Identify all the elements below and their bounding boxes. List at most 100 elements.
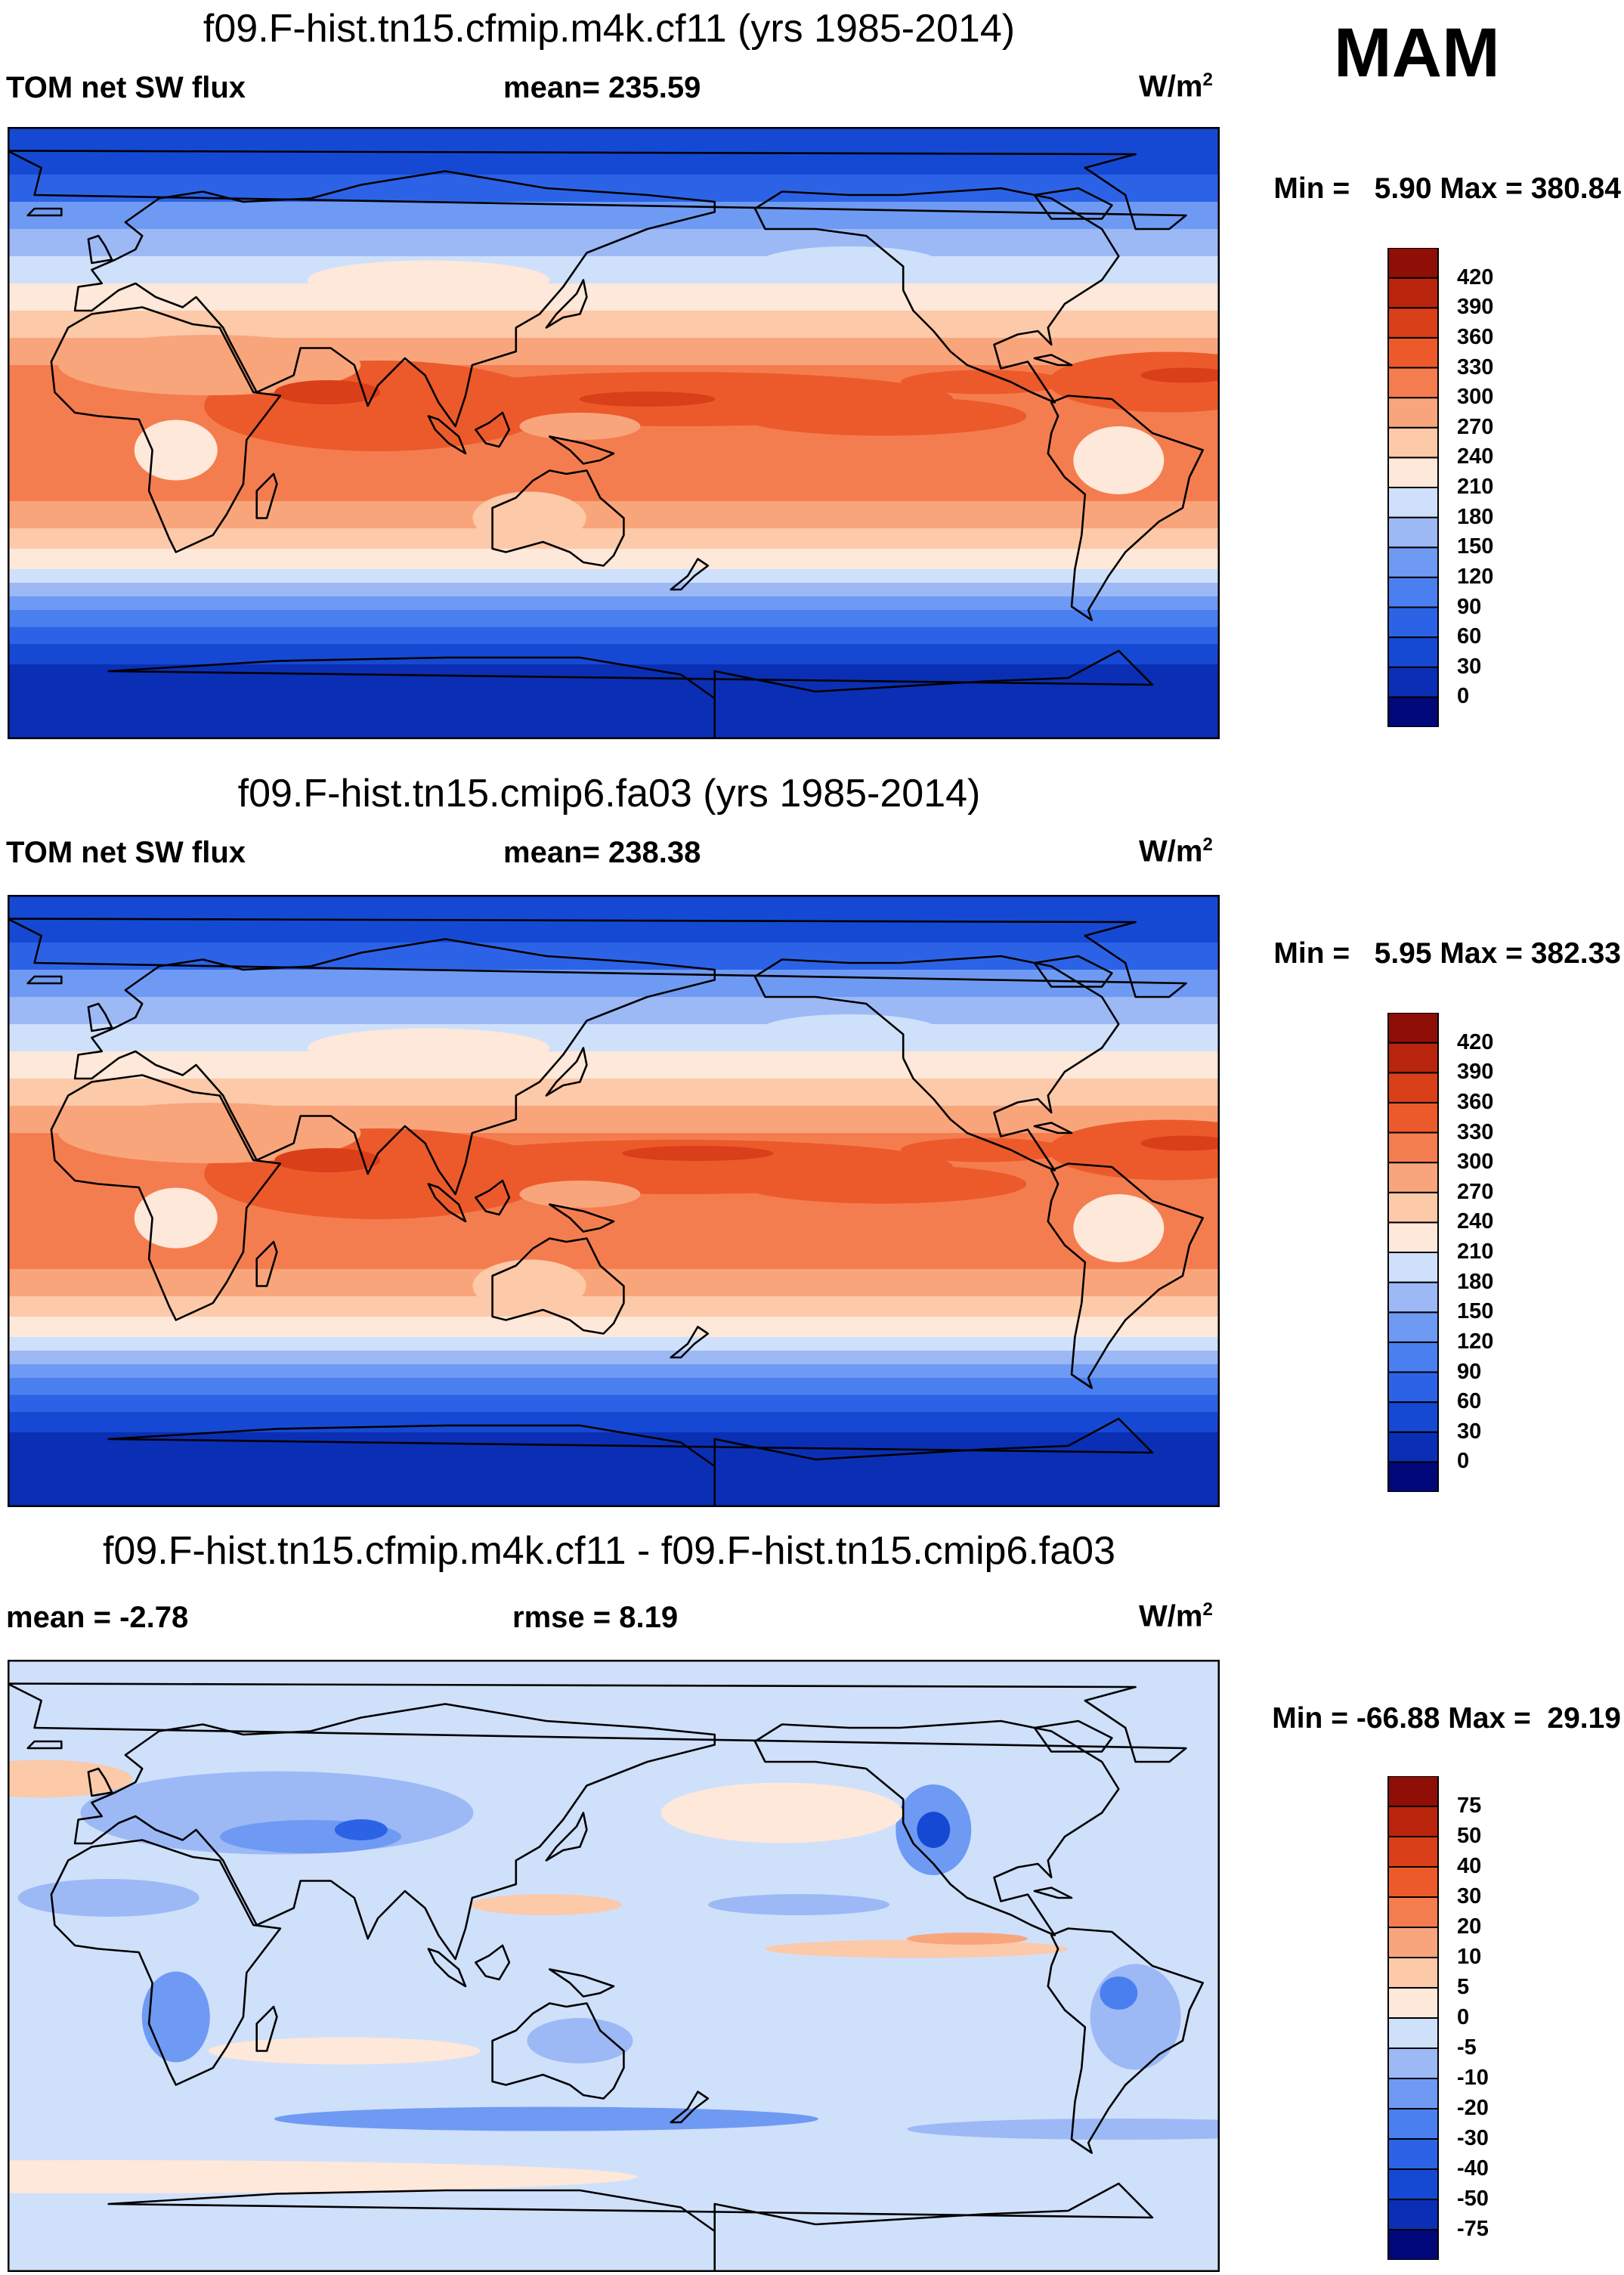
feature-amazon bbox=[1073, 426, 1165, 494]
diff-so-neg-2 bbox=[907, 2119, 1220, 2140]
feature-amazon bbox=[1073, 1194, 1165, 1262]
colorbar-bin-3 bbox=[1387, 606, 1439, 639]
coastline-iceland bbox=[26, 207, 63, 217]
panel-3-minmax: Min = -66.88 Max = 29.19 bbox=[1272, 1702, 1621, 1735]
colorbar-bin-0 bbox=[1387, 1461, 1439, 1492]
panel-2-colorbar bbox=[1387, 1013, 1439, 1492]
coastline-uk bbox=[87, 234, 113, 265]
coastline-uk bbox=[87, 1767, 113, 1797]
panel-1-variable-label: TOM net SW flux bbox=[6, 71, 246, 104]
lat-band-14 bbox=[8, 596, 1220, 610]
lat-band-18 bbox=[8, 1432, 1220, 1507]
feature-mexico-max bbox=[901, 1138, 1068, 1162]
feature-npac-storm bbox=[758, 1014, 940, 1048]
diff-rockies-core bbox=[917, 1812, 951, 1848]
coastline-sumatra bbox=[427, 1183, 467, 1223]
colorbar-tick-label: 210 bbox=[1457, 475, 1494, 499]
feature-warm-pool-cloud bbox=[519, 413, 641, 440]
colorbar-bin-6 bbox=[1387, 2048, 1439, 2079]
colorbar-tick-label: 40 bbox=[1457, 1854, 1482, 1878]
lat-band-9 bbox=[8, 1269, 1220, 1296]
lat-band-13 bbox=[8, 1351, 1220, 1364]
coastline-antarctica bbox=[107, 1417, 1154, 1507]
colorbar-tick-label: 120 bbox=[1457, 1329, 1494, 1354]
lat-band-5 bbox=[8, 1051, 1220, 1079]
colorbar-bin-15 bbox=[1387, 1776, 1439, 1807]
colorbar-tick-label: -5 bbox=[1457, 2035, 1477, 2060]
lat-band-11 bbox=[8, 549, 1220, 569]
colorbar-tick-label: 120 bbox=[1457, 564, 1494, 589]
colorbar-bin-1 bbox=[1387, 1431, 1439, 1463]
colorbar-bin-12 bbox=[1387, 1866, 1439, 1898]
colorbar-tick-label: -10 bbox=[1457, 2066, 1489, 2090]
panel-1-units: W/m2 bbox=[1139, 70, 1213, 104]
coastline-sumatra bbox=[427, 1948, 467, 1988]
colorbar-tick-label: 240 bbox=[1457, 1209, 1494, 1234]
diff-itcz-pos bbox=[766, 1939, 1068, 1958]
feature-australia bbox=[472, 491, 586, 545]
coastline-australia bbox=[491, 1237, 625, 1335]
feature-trade-peak bbox=[579, 392, 716, 407]
colorbar-bin-11 bbox=[1387, 1896, 1439, 1928]
panel-2-variable-label: TOM net SW flux bbox=[6, 836, 246, 869]
colorbar-bin-2 bbox=[1387, 1401, 1439, 1433]
colorbar-bin-9 bbox=[1387, 1191, 1439, 1224]
lat-band-15 bbox=[8, 1378, 1220, 1395]
lat-band-17 bbox=[8, 644, 1220, 664]
lat-band-2 bbox=[8, 202, 1220, 229]
colorbar-bin-8 bbox=[1387, 457, 1439, 488]
coastline-newguinea bbox=[548, 1968, 615, 1998]
colorbar-tick-label: -75 bbox=[1457, 2217, 1489, 2241]
coastline-iceland bbox=[26, 975, 63, 985]
colorbar-tick-label: -40 bbox=[1457, 2156, 1489, 2181]
coastline-australia bbox=[491, 469, 625, 567]
colorbar-tick-label: 390 bbox=[1457, 1060, 1494, 1085]
colorbar-bin-9 bbox=[1387, 1957, 1439, 1989]
colorbar-bin-4 bbox=[1387, 576, 1439, 608]
colorbar-tick-label: 10 bbox=[1457, 1945, 1482, 1969]
coastline-greenland bbox=[8, 150, 1187, 231]
colorbar-bin-4 bbox=[1387, 2108, 1439, 2140]
feature-npac-storm bbox=[758, 246, 940, 280]
panel-1-minmax: Min = 5.90 Max = 380.84 bbox=[1273, 172, 1621, 205]
colorbar-tick-label: 0 bbox=[1457, 684, 1470, 709]
colorbar-tick-label: 150 bbox=[1457, 1299, 1494, 1324]
diff-itcz-peak bbox=[906, 1933, 1028, 1945]
colorbar-tick-label: 60 bbox=[1457, 624, 1482, 649]
coastline-japan bbox=[545, 279, 588, 329]
panel-2-mean-label: mean= 238.38 bbox=[503, 836, 701, 869]
colorbar-bin-3 bbox=[1387, 1371, 1439, 1404]
colorbar-bin-15 bbox=[1387, 1013, 1439, 1044]
colorbar-bin-5 bbox=[1387, 2078, 1439, 2109]
coastline-madagascar bbox=[255, 2005, 278, 2052]
diff-wpac-pos bbox=[470, 1894, 622, 1915]
colorbar-tick-label: 90 bbox=[1457, 1359, 1482, 1384]
lat-band-5 bbox=[8, 283, 1220, 311]
coastline-eurasia bbox=[73, 1703, 716, 1961]
panel-2-minmax: Min = 5.95 Max = 382.33 bbox=[1273, 937, 1621, 970]
lat-band-16 bbox=[8, 1394, 1220, 1412]
feature-arabian-peak bbox=[274, 1148, 381, 1172]
coastline-madagascar bbox=[255, 472, 278, 519]
colorbar-tick-label: 420 bbox=[1457, 1029, 1494, 1054]
colorbar-tick-label: 30 bbox=[1457, 1419, 1482, 1444]
feature-arabian-peak bbox=[274, 380, 381, 404]
colorbar-bin-7 bbox=[1387, 487, 1439, 518]
coastline-newguinea bbox=[548, 435, 615, 465]
colorbar-tick-label: 330 bbox=[1457, 354, 1494, 379]
colorbar-tick-label: 180 bbox=[1457, 1269, 1494, 1294]
map-frame bbox=[8, 1660, 1220, 2272]
colorbar-bin-10 bbox=[1387, 1927, 1439, 1958]
coastline-japan bbox=[545, 1047, 588, 1097]
diff-so-neg bbox=[274, 2106, 818, 2131]
panel-2-units: W/m2 bbox=[1139, 834, 1213, 868]
panel-3-units: W/m2 bbox=[1139, 1599, 1213, 1633]
lat-band-10 bbox=[8, 1296, 1220, 1317]
panel-3-map bbox=[8, 1660, 1220, 2272]
colorbar-bin-14 bbox=[1387, 277, 1439, 309]
colorbar-tick-label: 150 bbox=[1457, 534, 1494, 559]
coastline-antarctica bbox=[107, 649, 1154, 739]
feature-warm-pool-cloud bbox=[519, 1181, 641, 1208]
colorbar-bin-13 bbox=[1387, 1836, 1439, 1868]
coastline-newguinea bbox=[548, 1203, 615, 1233]
